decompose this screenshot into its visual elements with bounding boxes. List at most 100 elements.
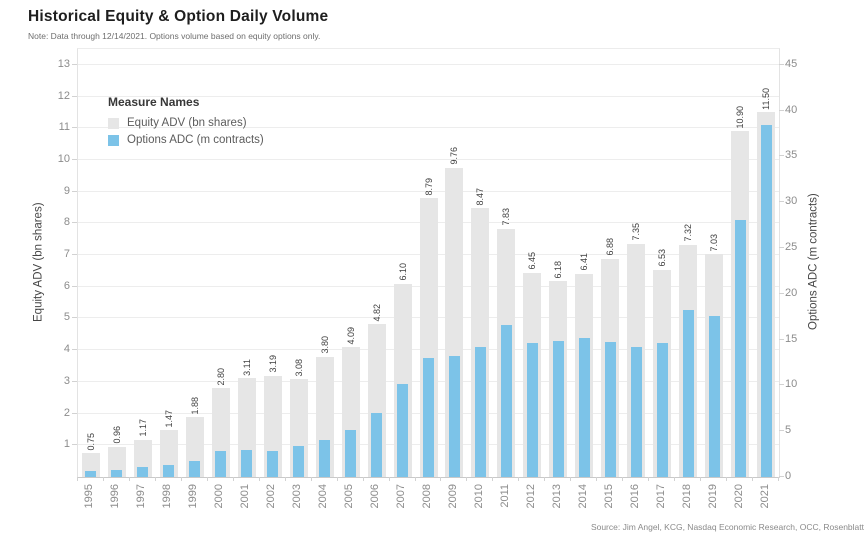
left-axis-tick-label: 13: [57, 57, 70, 70]
options-bar-2016[interactable]: [630, 346, 642, 477]
x-axis-tick-label: 2011: [498, 484, 511, 508]
legend-item-equity[interactable]: Equity ADV (bn shares): [108, 117, 264, 129]
options-bar-2013[interactable]: [552, 341, 564, 477]
x-axis-tickmark: [674, 477, 676, 481]
left-axis-tickmark: [72, 412, 77, 414]
gridline: [78, 95, 779, 97]
bar-value-label: 6.53: [657, 249, 668, 267]
options-bar-1995[interactable]: [85, 470, 97, 477]
x-axis-tick-label: 2013: [550, 484, 563, 509]
left-axis-tick-label: 1: [63, 438, 70, 451]
options-bar-2012[interactable]: [526, 343, 538, 477]
bar-value-label: 3.08: [293, 358, 304, 377]
left-axis-tick-label: 3: [63, 374, 70, 387]
x-axis-tick-label: 2010: [472, 484, 485, 509]
chart-plot-area: 0.75 0.96 1.17 1.47 1.88 2.80 3.11 3.19 3.08 3.80…: [77, 48, 780, 478]
right-axis-tick-label: 20: [785, 286, 798, 299]
left-axis-tick-label: 9: [63, 184, 70, 197]
left-axis-tickmark: [72, 254, 77, 256]
left-axis-tickmark: [72, 285, 77, 287]
bar-value-label: 6.45: [527, 251, 538, 270]
right-axis-tickmark: [779, 109, 784, 111]
x-axis-tick-label: 2018: [680, 484, 693, 509]
right-axis-tickmark: [779, 201, 784, 203]
equity-bar-1996[interactable]: [107, 446, 126, 477]
options-bar-2014[interactable]: [578, 337, 590, 477]
bar-value-label: 7.35: [631, 223, 642, 241]
options-bar-2011[interactable]: [500, 324, 512, 477]
x-axis-tickmark: [700, 477, 702, 481]
right-axis-tick-label: 15: [785, 332, 798, 345]
options-bar-2008[interactable]: [423, 357, 434, 477]
x-axis-tickmark: [362, 477, 364, 481]
bar-value-label: 3.19: [267, 355, 278, 373]
right-axis-tickmark: [779, 384, 784, 386]
options-bar-2007[interactable]: [397, 383, 409, 477]
options-bar-2003[interactable]: [293, 445, 305, 477]
x-axis-tick-label: 2001: [239, 484, 252, 509]
options-bar-1997[interactable]: [137, 466, 149, 477]
bar-value-label: 10.90: [735, 105, 746, 129]
x-axis-tick-label: 1995: [83, 484, 96, 509]
bar-value-label: 2.80: [215, 367, 226, 386]
x-axis-tickmark: [492, 477, 494, 481]
left-axis-tickmark: [72, 190, 77, 192]
options-bar-2009[interactable]: [448, 356, 460, 477]
bar-value-label: 6.18: [553, 260, 564, 279]
right-axis-tickmark: [779, 292, 784, 294]
options-bar-2021[interactable]: [760, 125, 772, 477]
bar-value-label: 0.75: [85, 432, 96, 451]
bar-value-label: 1.88: [189, 396, 200, 415]
x-axis-tick-label: 2003: [291, 484, 304, 509]
options-bar-2015[interactable]: [604, 342, 616, 477]
left-axis-tick-label: 11: [58, 121, 70, 134]
left-axis-tickmark: [72, 317, 77, 319]
x-axis-tick-label: 2000: [213, 484, 226, 509]
left-axis-tickmark: [72, 127, 77, 129]
options-bar-2019[interactable]: [708, 315, 720, 477]
x-axis-tickmark: [622, 477, 624, 481]
options-bar-1998[interactable]: [163, 465, 175, 477]
left-axis-tick-label: 5: [63, 311, 70, 324]
left-axis-tick-label: 4: [63, 343, 70, 356]
bar-value-label: 7.32: [683, 224, 694, 242]
right-axis-tick-label: 45: [785, 57, 798, 70]
bar-value-label: 6.88: [605, 238, 616, 256]
options-bar-2000[interactable]: [215, 451, 227, 477]
options-bar-2006[interactable]: [371, 412, 383, 477]
x-axis-tickmark: [752, 477, 754, 481]
options-bar-2018[interactable]: [682, 310, 694, 477]
x-axis-tick-label: 1999: [187, 484, 200, 509]
x-axis-tickmark: [310, 477, 312, 481]
options-bar-2001[interactable]: [241, 449, 253, 477]
right-axis-tickmark: [779, 155, 784, 157]
x-axis-tick-label: 2005: [343, 484, 356, 509]
x-axis-tick-label: 2007: [395, 484, 408, 509]
x-axis-tick-label: 2019: [706, 484, 719, 509]
options-bar-2020[interactable]: [734, 219, 746, 477]
x-axis-tickmark: [388, 477, 390, 481]
x-axis-tick-label: 2016: [628, 484, 641, 509]
bar-value-label: 4.09: [345, 326, 356, 345]
left-axis-tick-label: 10: [57, 152, 70, 165]
bar-value-label: 6.41: [579, 253, 590, 271]
left-axis-tickmark: [72, 444, 77, 446]
x-axis-tick-label: 2012: [524, 484, 537, 509]
options-bar-2005[interactable]: [345, 430, 357, 477]
options-bar-2010[interactable]: [474, 346, 486, 477]
right-axis-tick-label: 40: [785, 103, 798, 116]
right-axis-tickmark: [779, 338, 784, 340]
x-axis-tickmark: [726, 477, 728, 481]
options-bar-2002[interactable]: [267, 451, 279, 477]
bar-value-label: 1.17: [137, 419, 148, 437]
bar-value-label: 6.10: [397, 263, 408, 281]
options-bar-2004[interactable]: [319, 440, 331, 477]
left-axis-tick-label: 7: [63, 248, 70, 261]
legend-item-label: Equity ADV (bn shares): [127, 117, 247, 129]
legend-item-options[interactable]: Options ADC (m contracts): [108, 134, 264, 146]
x-axis-tickmark: [128, 477, 130, 481]
options-bar-1996[interactable]: [111, 469, 123, 477]
options-bar-1999[interactable]: [189, 460, 201, 477]
options-bar-2017[interactable]: [656, 343, 668, 477]
